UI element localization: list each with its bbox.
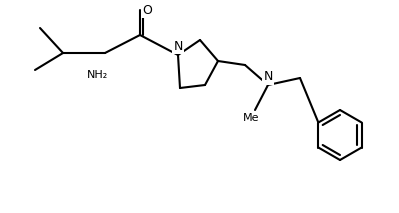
Text: NH₂: NH₂ [86,70,108,80]
Text: Me: Me [243,113,259,123]
Text: O: O [142,3,152,16]
Text: N: N [263,71,273,83]
Text: N: N [173,39,183,52]
